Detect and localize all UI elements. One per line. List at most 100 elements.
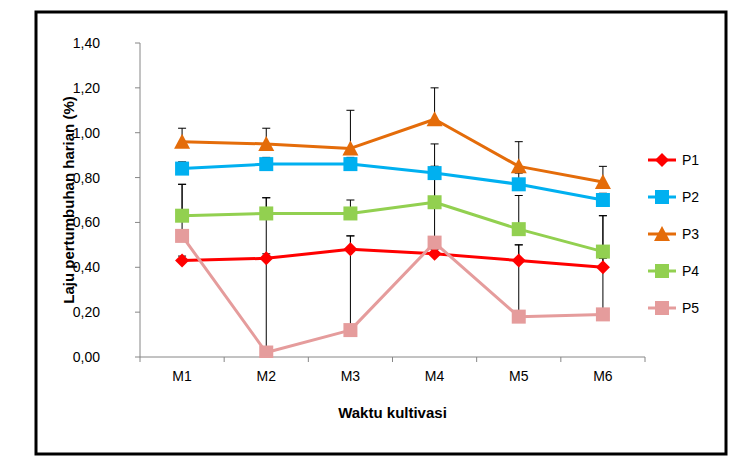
point-marker <box>343 323 357 337</box>
legend-label: P2 <box>682 189 699 205</box>
legend-entry: P2 <box>648 189 699 205</box>
error-bar-cap <box>599 166 607 167</box>
error-bar-cap <box>178 184 186 185</box>
y-tick <box>135 267 140 268</box>
error-bar-cap <box>178 128 186 129</box>
point-marker <box>596 307 610 321</box>
chart-frame <box>36 12 726 454</box>
point-marker <box>343 206 357 220</box>
x-tick-label: M5 <box>509 368 529 384</box>
series-line <box>182 236 603 353</box>
y-tick <box>135 222 140 223</box>
point-marker <box>511 158 527 173</box>
legend-marker <box>655 190 669 204</box>
point-marker <box>512 222 526 236</box>
y-tick <box>135 43 140 44</box>
point-marker <box>343 157 357 171</box>
point-marker <box>596 193 610 207</box>
y-tick <box>135 87 140 88</box>
point-marker <box>595 174 611 189</box>
x-axis-title: Waktu kultivasi <box>338 404 447 421</box>
series-line <box>182 119 603 182</box>
error-bar-cap <box>262 128 270 129</box>
point-marker <box>175 254 189 268</box>
x-tick-boundary <box>392 357 393 362</box>
legend-entry: P4 <box>648 263 699 279</box>
error-bar-cap <box>346 235 354 236</box>
legend-marker <box>654 226 670 241</box>
point-marker <box>174 134 190 149</box>
error-bar-cap <box>346 235 354 236</box>
y-tick-label: 1,20 <box>73 80 100 96</box>
y-axis-title: Laju pertumbuhan harian (%) <box>60 96 77 304</box>
legend-label: P5 <box>682 300 699 316</box>
error-bar-cap <box>346 200 354 201</box>
y-tick <box>135 132 140 133</box>
error-bar-cap <box>515 195 523 196</box>
x-tick-boundary <box>476 357 477 362</box>
point-marker <box>342 140 358 155</box>
error-bar-cap <box>599 215 607 216</box>
error-bar-stem <box>266 198 267 353</box>
point-marker <box>428 195 442 209</box>
point-marker <box>512 254 526 268</box>
point-marker <box>428 166 442 180</box>
legend-marker <box>655 264 669 278</box>
legend-marker <box>655 153 669 167</box>
y-tick <box>135 177 140 178</box>
error-bar-cap <box>346 110 354 111</box>
x-tick-boundary <box>140 357 141 362</box>
x-tick-label: M3 <box>341 368 361 384</box>
point-marker <box>175 229 189 243</box>
y-tick <box>135 312 140 313</box>
error-bar-cap <box>515 141 523 142</box>
error-bar-cap <box>431 143 439 144</box>
y-tick <box>135 357 140 358</box>
x-tick-label: M1 <box>172 368 192 384</box>
point-marker <box>512 177 526 191</box>
point-marker <box>596 245 610 259</box>
point-marker <box>259 346 273 358</box>
x-tick-label: M4 <box>425 368 445 384</box>
error-bar-cap <box>515 244 523 245</box>
point-marker <box>512 310 526 324</box>
x-tick-label: M2 <box>257 368 277 384</box>
x-tick-boundary <box>560 357 561 362</box>
y-tick-label: 0,20 <box>73 304 100 320</box>
error-bar-cap <box>515 244 523 245</box>
point-marker <box>259 157 273 171</box>
legend-label: P4 <box>682 263 699 279</box>
y-axis <box>140 43 141 357</box>
x-tick-boundary <box>645 357 646 362</box>
point-marker <box>259 251 273 265</box>
point-marker <box>259 206 273 220</box>
chart: 0,000,200,400,600,801,001,201,40M1M2M3M4… <box>0 0 732 468</box>
point-marker <box>258 136 274 151</box>
legend-entry: P3 <box>648 226 699 242</box>
x-tick-boundary <box>308 357 309 362</box>
error-bar-cap <box>178 184 186 185</box>
point-marker <box>427 111 443 126</box>
y-tick-label: 0,00 <box>73 349 100 365</box>
plot-area <box>174 88 611 358</box>
legend-label: P1 <box>682 152 699 168</box>
error-bar-cap <box>431 87 439 88</box>
legend-label: P3 <box>682 226 699 242</box>
series-line <box>182 249 603 267</box>
x-tick-label: M6 <box>593 368 613 384</box>
point-marker <box>175 162 189 176</box>
error-bar <box>262 198 270 353</box>
point-marker <box>175 209 189 223</box>
legend-marker <box>655 301 669 315</box>
error-bar-cap <box>599 215 607 216</box>
point-marker <box>343 242 357 256</box>
series-line <box>182 202 603 251</box>
legend-entry: P5 <box>648 300 699 316</box>
point-marker <box>596 260 610 274</box>
error-bar-cap <box>262 197 270 198</box>
point-marker <box>428 236 442 250</box>
error-bar-cap <box>262 197 270 198</box>
legend-entry: P1 <box>648 152 699 168</box>
y-tick-label: 1,40 <box>73 35 100 51</box>
x-tick-boundary <box>224 357 225 362</box>
